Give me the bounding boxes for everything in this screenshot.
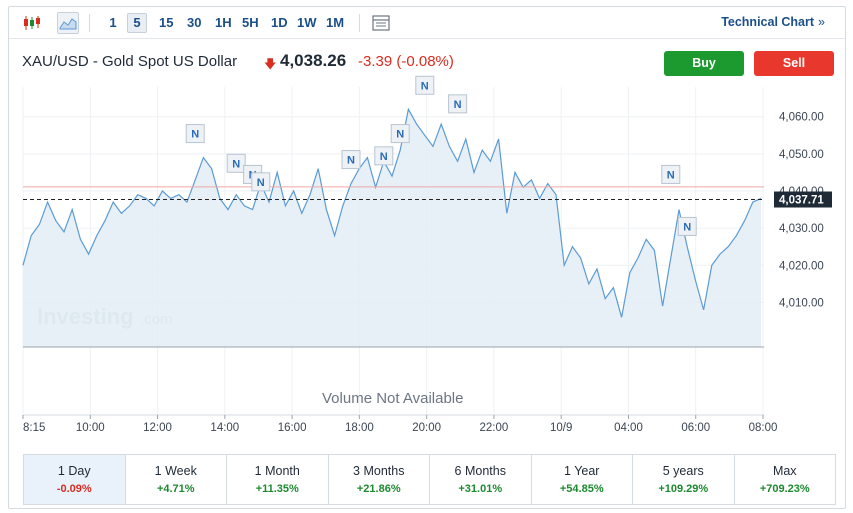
news-marker-label[interactable]: N [347, 155, 355, 167]
period-1-month[interactable]: 1 Month +11.35% [227, 455, 329, 504]
x-axis-label: 08:00 [749, 422, 778, 434]
x-axis-label: 20:00 [412, 422, 441, 434]
news-marker[interactable] [251, 172, 271, 192]
period-change: +11.35% [255, 483, 299, 495]
period-label: 5 years [662, 464, 704, 478]
x-axis-label: 10/9 [550, 422, 572, 434]
instrument-name: XAU/USD - Gold Spot US Dollar [22, 53, 238, 70]
period-change: +54.85% [559, 483, 604, 495]
performance-periods: 1 Day -0.09% 1 Week +4.71% 1 Month +11.35% 3 M… [23, 454, 836, 505]
x-axis-label: 22:00 [480, 422, 509, 434]
timeframe-1m[interactable]: 1M [326, 15, 345, 30]
period-max[interactable]: Max +709.23% [735, 455, 836, 504]
period-1-day[interactable]: 1 Day -0.09% [24, 455, 126, 504]
timeframe-5h[interactable]: 5H [242, 15, 259, 30]
price-chart[interactable]: Investing.com4,010.004,020.004,030.004,0… [9, 7, 845, 437]
timeframe-1[interactable]: 1 [109, 15, 117, 30]
period-label: Max [772, 464, 797, 478]
news-marker-label[interactable]: N [191, 129, 199, 141]
period-label: 3 Months [353, 464, 405, 478]
news-marker[interactable] [415, 75, 435, 95]
news-marker[interactable] [390, 124, 410, 144]
y-axis-label: 4,050.00 [779, 149, 824, 161]
period-label: 1 Day [57, 464, 91, 478]
news-marker-label[interactable]: N [257, 177, 265, 189]
sell-button[interactable]: Sell [754, 51, 834, 76]
news-marker[interactable] [661, 164, 681, 184]
y-axis-label: 4,030.00 [779, 223, 824, 235]
arrow-down-icon: 🡇 [264, 57, 277, 71]
x-axis-label: 12:00 [143, 422, 172, 434]
timeframe-1h[interactable]: 1H [215, 15, 232, 30]
timeframe-1w[interactable]: 1W [297, 15, 317, 30]
x-axis-label: 10:00 [76, 422, 105, 434]
period-label: 1 Month [254, 464, 300, 478]
period-change: +21.86% [356, 483, 401, 495]
timeframe-15[interactable]: 15 [159, 15, 174, 30]
price-area [23, 109, 761, 347]
period-3-months[interactable]: 3 Months +21.86% [329, 455, 430, 504]
news-marker-label[interactable]: N [683, 221, 691, 233]
period-change: +109.29% [658, 483, 709, 495]
x-axis-label: 04:00 [614, 422, 643, 434]
x-axis-label: 06:00 [681, 422, 710, 434]
instrument-header: XAU/USD - Gold Spot US Dollar 🡇 4,038.26… [9, 40, 845, 84]
news-marker-label[interactable]: N [232, 158, 240, 170]
toolbar-divider [89, 14, 90, 32]
x-axis-label: 14:00 [210, 422, 239, 434]
news-marker-label[interactable]: N [380, 151, 388, 163]
candlestick-chart-icon[interactable] [21, 12, 43, 34]
timeframe-5[interactable]: 5 [127, 13, 147, 33]
news-marker-label[interactable]: N [667, 169, 675, 181]
timeframe-1d[interactable]: 1D [271, 15, 288, 30]
area-chart-icon[interactable] [57, 12, 79, 34]
period-change: -0.09% [56, 483, 92, 495]
price-line [22, 107, 762, 318]
last-price: 4,038.26 [280, 51, 347, 70]
period-change: +31.01% [458, 483, 503, 495]
price-change: -3.39 (-0.08%) [358, 53, 454, 70]
period-label: 1 Week [154, 464, 197, 478]
current-price-tag-label: 4,037.71 [779, 195, 824, 207]
x-axis-label: 8:15 [23, 422, 45, 434]
timeframe-30[interactable]: 30 [187, 15, 202, 30]
news-marker[interactable] [448, 94, 468, 114]
layout-icon[interactable] [370, 12, 392, 34]
volume-not-available: Volume Not Available [322, 390, 463, 407]
chevron-right-icon: » [818, 15, 825, 29]
news-marker[interactable] [374, 146, 394, 166]
period-label: 1 Year [564, 464, 600, 478]
period-1-year[interactable]: 1 Year +54.85% [532, 455, 633, 504]
chart-toolbar: 1 5 15 30 1H 5H 1D 1W 1M Technical Chart… [9, 7, 845, 39]
chart-widget: 1 5 15 30 1H 5H 1D 1W 1M Technical Chart… [8, 6, 846, 509]
period-label: 6 Months [454, 464, 506, 478]
news-marker[interactable] [226, 153, 246, 173]
news-marker[interactable] [341, 150, 361, 170]
y-axis-label: 4,060.00 [779, 112, 824, 124]
period-5-years[interactable]: 5 years +109.29% [633, 455, 735, 504]
period-1-week[interactable]: 1 Week +4.71% [126, 455, 227, 504]
current-price-tag [774, 191, 832, 208]
toolbar-divider [359, 14, 360, 32]
x-axis-label: 18:00 [345, 422, 374, 434]
news-marker[interactable] [185, 124, 205, 144]
news-marker[interactable] [677, 216, 697, 236]
technical-chart-link[interactable]: Technical Chart» [721, 15, 825, 29]
news-marker-label[interactable]: N [396, 129, 404, 141]
period-change: +4.71% [156, 483, 195, 495]
y-axis-label: 4,010.00 [779, 297, 824, 309]
period-6-months[interactable]: 6 Months +31.01% [430, 455, 532, 504]
buy-button[interactable]: Buy [664, 51, 744, 76]
news-marker-label[interactable]: N [421, 80, 429, 92]
period-change: +709.23% [759, 483, 810, 495]
news-marker-label[interactable]: N [454, 99, 462, 111]
y-axis-label: 4,020.00 [779, 260, 824, 272]
x-axis-label: 16:00 [278, 422, 307, 434]
